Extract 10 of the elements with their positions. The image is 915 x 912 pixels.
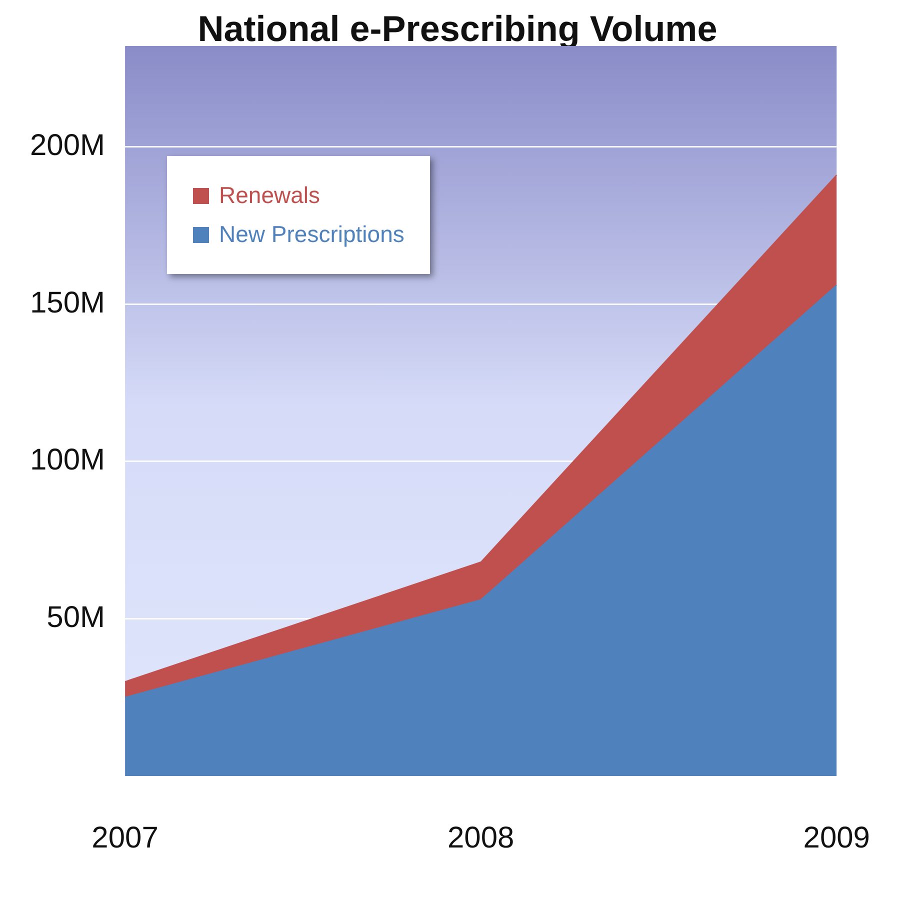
y-tick-label: 50M: [46, 600, 106, 634]
chart-title: National e-Prescribing Volume: [196, 8, 718, 50]
x-tick-label: 2009: [803, 821, 870, 854]
y-tick-label: 200M: [30, 128, 106, 162]
y-tick-label: 100M: [30, 444, 106, 477]
legend-label: New Prescriptions: [219, 221, 404, 248]
legend-label: Renewals: [219, 182, 320, 209]
x-tick-label: 2007: [92, 821, 158, 854]
y-tick-label: 150M: [30, 286, 106, 320]
x-tick-label: 2008: [447, 821, 514, 854]
